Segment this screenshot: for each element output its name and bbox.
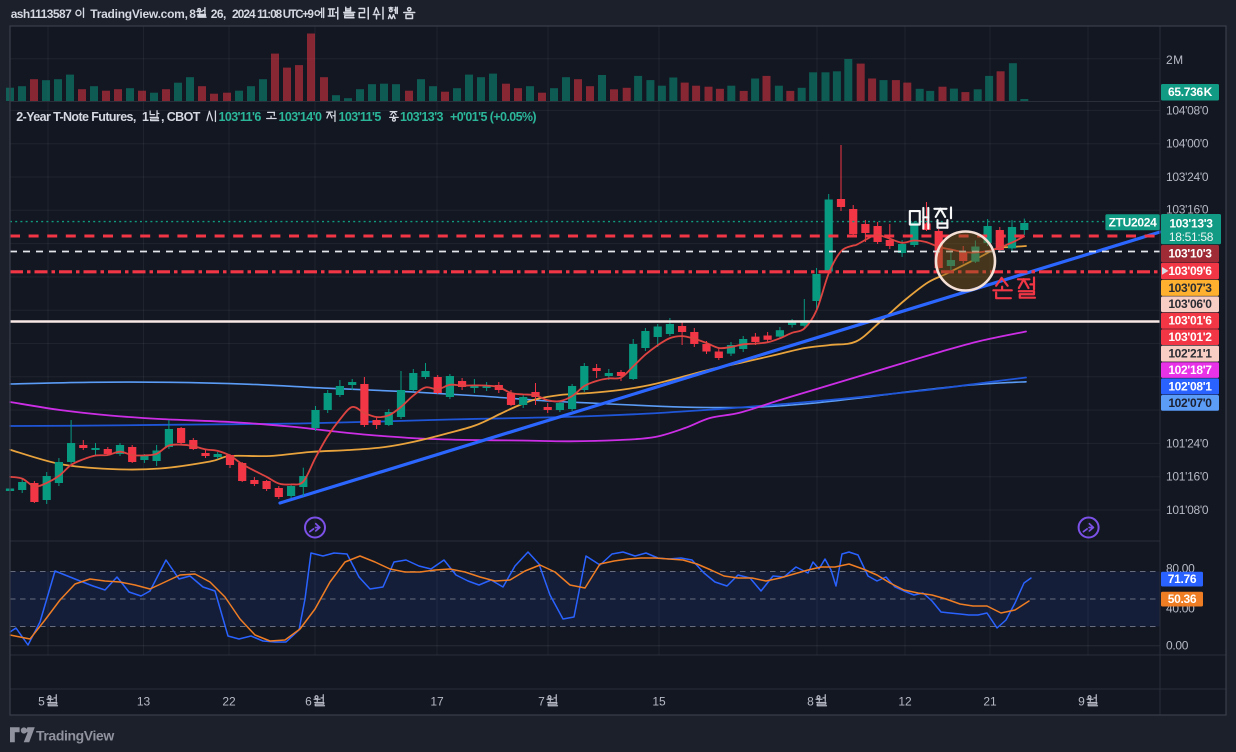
svg-text:71.76: 71.76 xyxy=(1168,572,1197,586)
svg-text:65.736 K: 65.736 K xyxy=(1168,85,1213,99)
svg-text:21: 21 xyxy=(983,695,997,709)
svg-text:5: 5 xyxy=(38,695,45,709)
svg-text:102'21'1: 102'21'1 xyxy=(1168,347,1212,361)
svg-text:104'00'0: 104'00'0 xyxy=(1166,137,1209,151)
svg-text:104'08'0: 104'08'0 xyxy=(1166,103,1209,117)
svg-text:103'14'0: 103'14'0 xyxy=(279,110,323,124)
svg-text:1: 1 xyxy=(142,110,149,124)
svg-text:103'10'3: 103'10'3 xyxy=(1168,247,1212,261)
svg-text:2024: 2024 xyxy=(232,7,256,21)
svg-text:TradingView.com,: TradingView.com, xyxy=(90,7,187,21)
svg-text:103'06'0: 103'06'0 xyxy=(1168,297,1212,311)
svg-text:103'11'6: 103'11'6 xyxy=(219,110,262,124)
svg-text:101'24'0: 101'24'0 xyxy=(1166,436,1209,450)
svg-text:22: 22 xyxy=(222,695,236,709)
svg-text:UTC+9: UTC+9 xyxy=(283,9,314,21)
svg-text:102'18'7: 102'18'7 xyxy=(1168,363,1212,377)
svg-text:0.00: 0.00 xyxy=(1166,639,1189,653)
svg-text:, CBOT: , CBOT xyxy=(161,110,201,124)
svg-text:ash1113587: ash1113587 xyxy=(11,7,72,21)
svg-text:101'08'0: 101'08'0 xyxy=(1166,503,1209,517)
svg-text:26,: 26, xyxy=(211,7,226,21)
svg-text:103'13'3: 103'13'3 xyxy=(400,110,444,124)
svg-text:102'08'1: 102'08'1 xyxy=(1168,379,1212,393)
svg-text:13: 13 xyxy=(137,695,151,709)
svg-text:18:51:58: 18:51:58 xyxy=(1169,230,1214,244)
svg-text:TradingView: TradingView xyxy=(36,728,114,744)
svg-text:103'01'2: 103'01'2 xyxy=(1168,330,1212,344)
svg-text:103'01'6: 103'01'6 xyxy=(1168,314,1212,328)
svg-text:103'09'6: 103'09'6 xyxy=(1168,264,1212,278)
svg-text:50.36: 50.36 xyxy=(1168,592,1197,606)
svg-text:8: 8 xyxy=(807,695,814,709)
svg-text:11:08: 11:08 xyxy=(257,7,283,21)
svg-text:2-Year T-Note Futures,: 2-Year T-Note Futures, xyxy=(16,110,136,124)
svg-text:8: 8 xyxy=(189,7,196,21)
svg-text:102'07'0: 102'07'0 xyxy=(1168,396,1212,410)
svg-text:9: 9 xyxy=(1078,695,1085,709)
svg-text:103'16'0: 103'16'0 xyxy=(1166,203,1209,217)
svg-text:103'13'3: 103'13'3 xyxy=(1169,217,1213,231)
svg-text:12: 12 xyxy=(898,695,912,709)
svg-text:15: 15 xyxy=(652,695,666,709)
svg-text:+0'01'5 (+0.05%): +0'01'5 (+0.05%) xyxy=(450,110,536,124)
svg-text:101'16'0: 101'16'0 xyxy=(1166,470,1209,484)
svg-text:ZTU2024: ZTU2024 xyxy=(1109,215,1158,229)
svg-text:17: 17 xyxy=(430,695,444,709)
svg-text:7: 7 xyxy=(538,695,545,709)
svg-text:2 M: 2 M xyxy=(1166,53,1183,67)
svg-text:103'07'3: 103'07'3 xyxy=(1168,281,1212,295)
svg-text:6: 6 xyxy=(305,695,312,709)
svg-text:103'11'5: 103'11'5 xyxy=(339,110,382,124)
svg-text:103'24'0: 103'24'0 xyxy=(1166,170,1209,184)
